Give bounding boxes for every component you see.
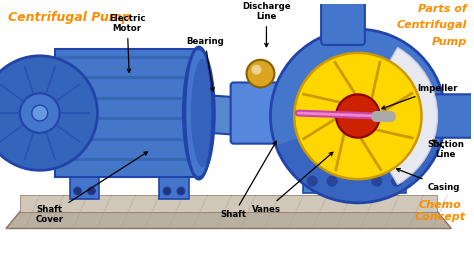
Circle shape (392, 176, 401, 186)
Text: Centrifugal Pump: Centrifugal Pump (8, 11, 131, 24)
Circle shape (177, 187, 185, 195)
Polygon shape (20, 195, 438, 212)
Text: Pump: Pump (432, 37, 467, 47)
Circle shape (32, 105, 48, 121)
Wedge shape (358, 48, 438, 184)
FancyBboxPatch shape (433, 94, 474, 138)
Circle shape (246, 60, 274, 88)
Text: Shaft
Cover: Shaft Cover (36, 152, 147, 225)
Text: Casing: Casing (397, 168, 460, 192)
Ellipse shape (191, 59, 215, 167)
Circle shape (270, 29, 446, 203)
Text: Bearing: Bearing (186, 36, 224, 91)
Polygon shape (70, 177, 100, 199)
Text: Centrifugal: Centrifugal (397, 20, 467, 30)
Wedge shape (276, 116, 440, 203)
Text: Shaft: Shaft (220, 141, 276, 219)
Circle shape (372, 176, 382, 186)
Text: Suction
Line: Suction Line (428, 140, 465, 159)
Polygon shape (303, 59, 341, 193)
Text: Electric
Motor: Electric Motor (109, 14, 146, 72)
Polygon shape (159, 177, 189, 199)
Circle shape (327, 176, 337, 186)
Circle shape (73, 187, 82, 195)
Circle shape (163, 187, 171, 195)
Polygon shape (55, 49, 199, 177)
Circle shape (307, 176, 317, 186)
Circle shape (252, 65, 262, 74)
FancyBboxPatch shape (321, 0, 365, 45)
Text: Parts of: Parts of (419, 3, 467, 14)
Circle shape (336, 94, 380, 138)
Polygon shape (368, 59, 406, 193)
Circle shape (0, 56, 98, 170)
Polygon shape (194, 94, 308, 140)
Text: Discharge
Line: Discharge Line (242, 2, 291, 47)
Circle shape (20, 93, 60, 133)
Polygon shape (6, 212, 451, 228)
Ellipse shape (183, 49, 215, 177)
Text: Chemo
Concept: Chemo Concept (414, 200, 465, 222)
FancyBboxPatch shape (231, 82, 292, 144)
Text: Vanes: Vanes (252, 152, 333, 214)
Text: Impeller: Impeller (382, 84, 458, 109)
Circle shape (294, 53, 421, 179)
FancyBboxPatch shape (319, 0, 367, 2)
Circle shape (88, 187, 95, 195)
